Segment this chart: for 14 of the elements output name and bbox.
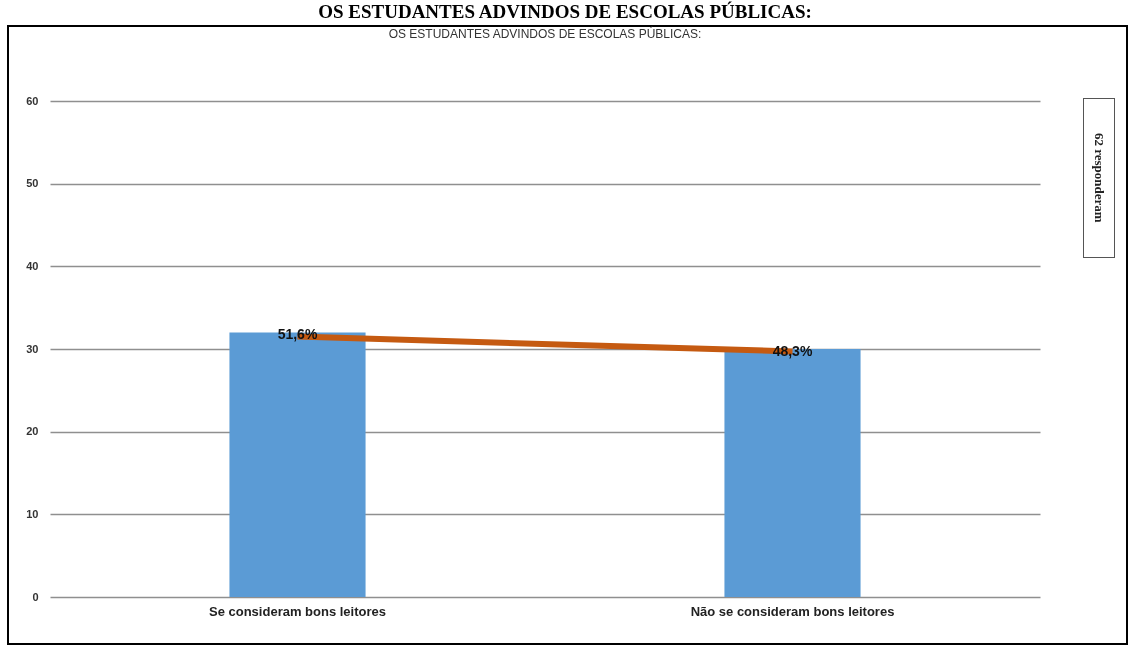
text: 62 responderam [1091,133,1107,223]
x-tick-label: Não se consideram bons leitores [690,603,895,619]
y-tick-label: 30 [26,342,39,355]
y-tick-label: 40 [26,259,39,272]
annotation: 51,6% [277,326,318,343]
x-tick-label: Se consideram bons leitores [208,603,387,619]
chart-subtitle: OS ESTUDANTES ADVINDOS DE ESCOLAS PÚBLICAS: [317,1,813,23]
y-tick-label: 60 [26,94,39,107]
y-tick-label: 0 [32,590,39,603]
y-tick-label: 10 [26,507,39,520]
y-tick-label: 50 [26,177,39,190]
annotation: 48,3% [772,343,813,359]
chart-title: OS ESTUDANTES ADVINDOS DE ESCOLAS PÚBLICAS: [388,26,702,41]
y-tick-label: 20 [26,425,39,438]
